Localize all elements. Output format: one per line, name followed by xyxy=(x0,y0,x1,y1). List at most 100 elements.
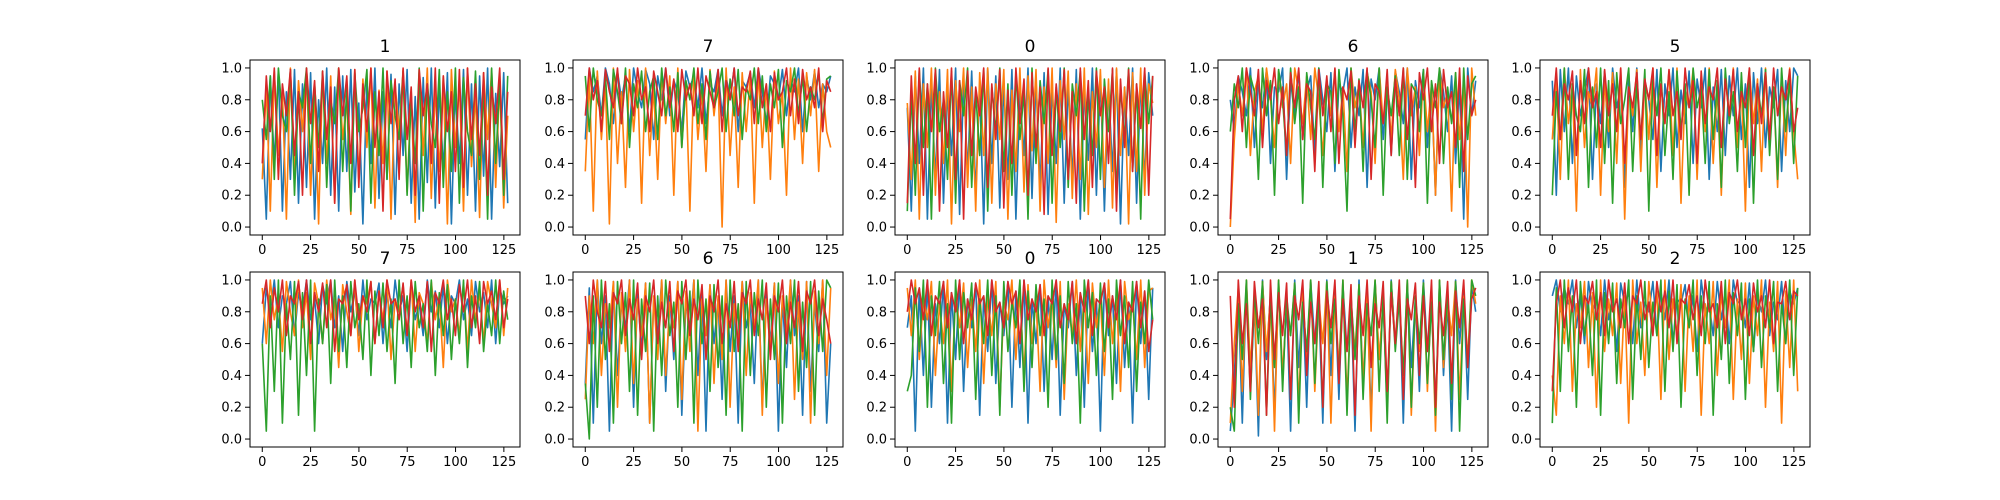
x-tick-label: 100 xyxy=(766,455,791,470)
axes-frame xyxy=(572,271,844,448)
series-2-line xyxy=(584,279,832,432)
x-tick-label: 50 xyxy=(996,243,1013,258)
series-3-line xyxy=(584,67,832,149)
y-tick-label: 0.4 xyxy=(1189,157,1210,172)
y-tick-label: 0.8 xyxy=(1189,305,1210,320)
y-tick-label: 0.8 xyxy=(1189,93,1210,108)
y-tick-label: 0.6 xyxy=(1511,337,1532,352)
y-tick-label: 0.2 xyxy=(221,189,242,204)
subplot-title: 2 xyxy=(1670,249,1681,269)
x-tick-label: 100 xyxy=(766,243,791,258)
y-tick-label: 0.4 xyxy=(221,157,242,172)
x-tick-label: 25 xyxy=(1270,243,1287,258)
x-tick-label: 50 xyxy=(1319,243,1336,258)
y-tick-label: 0.2 xyxy=(866,401,887,416)
x-tick-label: 75 xyxy=(1044,455,1061,470)
subplot-8: 0 0 25 50 75 100 125 0.0 0.2 0.4 0.6 0.8 1.0 xyxy=(866,249,1166,470)
x-tick-label: 0 xyxy=(1226,243,1234,258)
y-tick-label: 0.6 xyxy=(1189,337,1210,352)
subplot-2: 7 0 25 50 75 100 125 0.0 0.2 0.4 0.6 0.8 1.0 xyxy=(544,37,844,258)
x-tick-label: 50 xyxy=(996,455,1013,470)
x-tick-label: 25 xyxy=(625,243,642,258)
y-tick-label: 0.8 xyxy=(544,93,565,108)
axes-frame xyxy=(894,271,1166,448)
subplot-title: 7 xyxy=(380,249,391,269)
y-tick-label: 1.0 xyxy=(544,61,565,76)
y-tick-label: 1.0 xyxy=(866,273,887,288)
x-tick-label: 0 xyxy=(903,455,911,470)
x-tick-label: 75 xyxy=(1367,243,1384,258)
x-tick-label: 50 xyxy=(1641,455,1658,470)
x-tick-label: 0 xyxy=(581,243,589,258)
series-4-line xyxy=(906,67,1154,220)
x-tick-label: 50 xyxy=(674,243,691,258)
y-tick-label: 1.0 xyxy=(1189,273,1210,288)
y-tick-label: 0.8 xyxy=(1511,93,1532,108)
x-tick-label: 50 xyxy=(351,243,368,258)
y-tick-label: 0.6 xyxy=(221,125,242,140)
subplot-3: 0 0 25 50 75 100 125 0.0 0.2 0.4 0.6 0.8 1.0 xyxy=(866,37,1166,258)
axes-frame xyxy=(1539,59,1811,236)
x-tick-label: 125 xyxy=(1136,243,1161,258)
axes-frame xyxy=(249,59,521,236)
x-tick-label: 125 xyxy=(814,243,839,258)
y-tick-label: 0.8 xyxy=(221,93,242,108)
x-tick-label: 100 xyxy=(1088,455,1113,470)
y-tick-label: 1.0 xyxy=(1189,61,1210,76)
x-tick-label: 50 xyxy=(1641,243,1658,258)
x-tick-label: 0 xyxy=(1548,243,1556,258)
y-tick-label: 0.6 xyxy=(866,125,887,140)
y-tick-label: 0.4 xyxy=(1189,369,1210,384)
subplot-10: 2 0 25 50 75 100 125 0.0 0.2 0.4 0.6 0.8 1.0 xyxy=(1511,249,1811,470)
x-tick-label: 25 xyxy=(1592,455,1609,470)
y-tick-label: 0.8 xyxy=(1511,305,1532,320)
x-tick-label: 125 xyxy=(491,455,516,470)
y-tick-label: 0.2 xyxy=(1189,189,1210,204)
series-4-line xyxy=(1229,279,1477,417)
y-tick-label: 1.0 xyxy=(544,273,565,288)
x-tick-label: 125 xyxy=(491,243,516,258)
x-tick-label: 75 xyxy=(1689,243,1706,258)
y-tick-label: 0.4 xyxy=(866,369,887,384)
y-tick-label: 0.6 xyxy=(544,337,565,352)
x-tick-label: 125 xyxy=(1781,455,1806,470)
y-tick-label: 0.2 xyxy=(1511,189,1532,204)
subplot-9: 1 0 25 50 75 100 125 0.0 0.2 0.4 0.6 0.8 1.0 xyxy=(1189,249,1489,470)
y-tick-label: 0.6 xyxy=(1189,125,1210,140)
x-tick-label: 0 xyxy=(258,455,266,470)
x-tick-label: 100 xyxy=(1411,243,1436,258)
x-tick-label: 25 xyxy=(947,455,964,470)
y-tick-label: 0.0 xyxy=(221,221,242,236)
axes-frame xyxy=(894,59,1166,236)
y-tick-label: 0.2 xyxy=(544,401,565,416)
y-tick-label: 0.0 xyxy=(1189,433,1210,448)
series-4-line xyxy=(584,67,832,133)
y-tick-label: 0.2 xyxy=(1511,401,1532,416)
y-tick-label: 1.0 xyxy=(221,61,242,76)
y-tick-label: 0.4 xyxy=(866,157,887,172)
y-tick-label: 0.8 xyxy=(221,305,242,320)
y-tick-label: 1.0 xyxy=(866,61,887,76)
x-tick-label: 125 xyxy=(1459,455,1484,470)
y-tick-label: 0.0 xyxy=(866,433,887,448)
x-tick-label: 75 xyxy=(1367,455,1384,470)
series-4-line xyxy=(584,279,832,361)
y-tick-label: 0.4 xyxy=(544,369,565,384)
x-tick-label: 75 xyxy=(399,243,416,258)
y-tick-label: 1.0 xyxy=(1511,61,1532,76)
subplot-title: 0 xyxy=(1025,37,1036,57)
x-tick-label: 25 xyxy=(947,243,964,258)
y-tick-label: 0.4 xyxy=(1511,369,1532,384)
x-tick-label: 100 xyxy=(443,455,468,470)
axes-frame xyxy=(1539,271,1811,448)
series-4-line xyxy=(906,279,1154,353)
y-tick-label: 0.8 xyxy=(866,305,887,320)
x-tick-label: 125 xyxy=(1136,455,1161,470)
x-tick-label: 0 xyxy=(1226,455,1234,470)
y-tick-label: 0.8 xyxy=(544,305,565,320)
subplot-title: 6 xyxy=(703,249,714,269)
x-tick-label: 100 xyxy=(1733,455,1758,470)
x-tick-label: 125 xyxy=(1781,243,1806,258)
x-tick-label: 100 xyxy=(1088,243,1113,258)
